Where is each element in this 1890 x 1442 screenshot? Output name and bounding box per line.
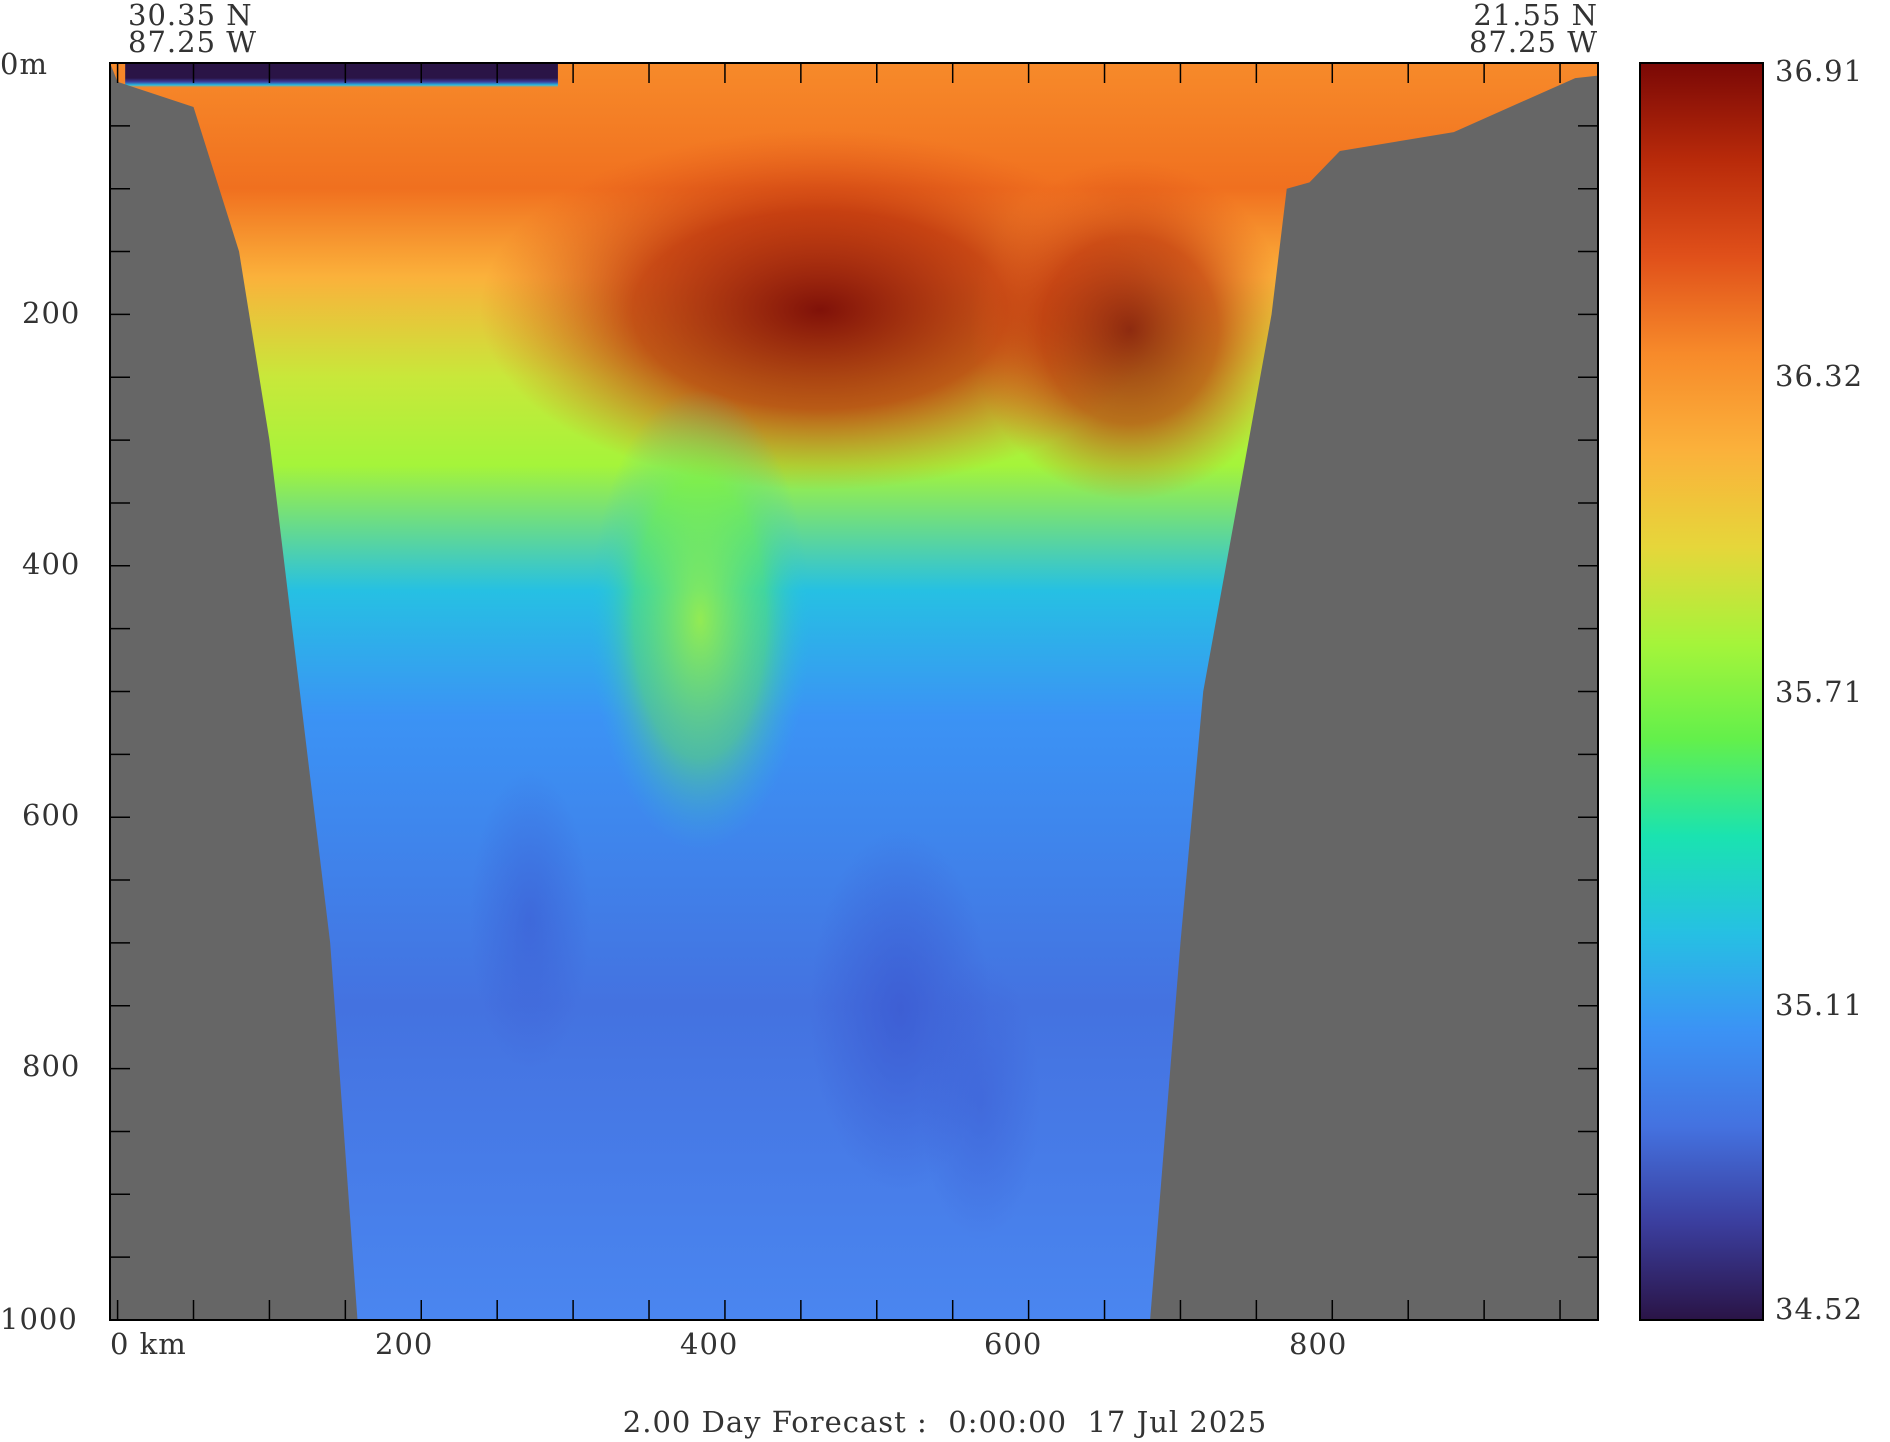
field-layer bbox=[110, 63, 1598, 1320]
y-tick-label: 800 bbox=[22, 1049, 81, 1083]
colorbar-label: 34.52 bbox=[1775, 1292, 1864, 1326]
x-unit-label: km bbox=[139, 1327, 187, 1361]
end-lat-label: 21.55 N bbox=[1473, 0, 1598, 32]
y-tick-label: 600 bbox=[22, 798, 81, 832]
land-left bbox=[110, 63, 358, 1320]
plot-frame bbox=[109, 62, 1599, 1321]
end-lon-label: 87.25 W bbox=[1468, 25, 1598, 59]
deep-low-blob-2 bbox=[470, 770, 590, 1070]
x-tick-label-0: 0 km bbox=[110, 1327, 187, 1361]
colorbar bbox=[1639, 62, 1764, 1321]
fresh-surface-layer bbox=[125, 63, 558, 89]
axis-ticks bbox=[110, 62, 1598, 1321]
x-tick-label: 600 bbox=[984, 1327, 1043, 1361]
colorbar-label: 35.71 bbox=[1775, 675, 1864, 709]
colorbar-label: 36.91 bbox=[1775, 54, 1864, 88]
y-unit-label: m bbox=[19, 47, 48, 81]
colorbar-label: 36.32 bbox=[1775, 359, 1864, 393]
y-tick-label-0: 0m bbox=[0, 47, 48, 81]
colorbar-label: 35.11 bbox=[1775, 988, 1864, 1022]
y-tick-label: 1000 bbox=[0, 1302, 78, 1336]
x-tick-label: 200 bbox=[375, 1327, 434, 1361]
x-tick-label: 800 bbox=[1289, 1327, 1348, 1361]
salinity-max-core-east bbox=[970, 160, 1290, 500]
x-tick-label: 400 bbox=[680, 1327, 739, 1361]
land-right bbox=[1150, 75, 1598, 1320]
y-tick-label: 400 bbox=[22, 547, 81, 581]
deep-low-blob-3 bbox=[920, 960, 1040, 1240]
green-tongue bbox=[590, 390, 810, 850]
start-lat-label: 30.35 N bbox=[128, 0, 253, 32]
chart-title: 2.00 Day Forecast : 0:00:00 17 Jul 2025 bbox=[622, 1405, 1268, 1439]
start-lon-label: 87.25 W bbox=[128, 25, 258, 59]
y-tick-label: 200 bbox=[22, 296, 81, 330]
